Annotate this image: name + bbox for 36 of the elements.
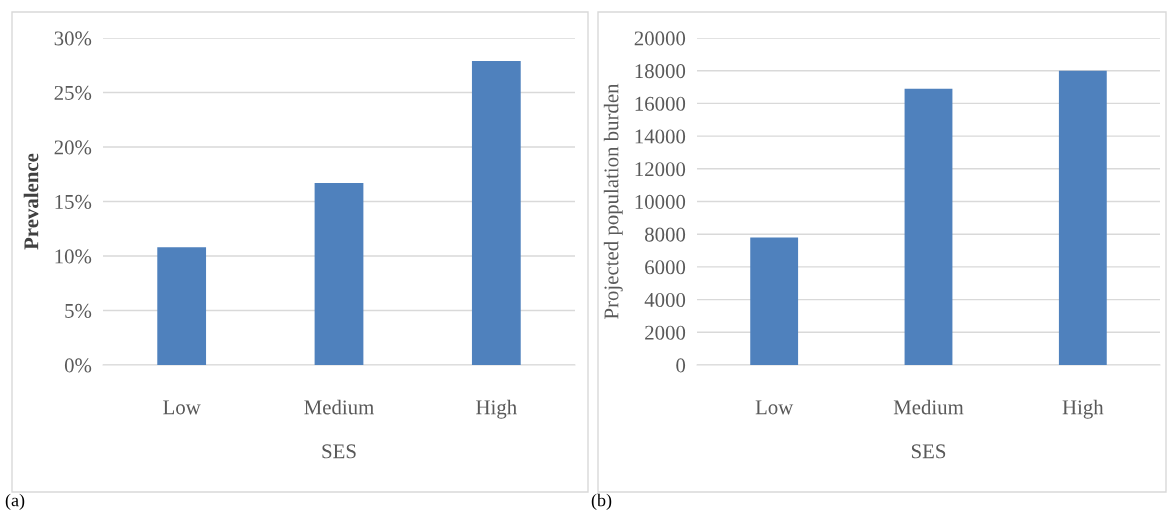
y-tick-label: 14000 [635, 129, 686, 144]
x-tick-label: High [1062, 399, 1104, 419]
x-tick-label: Low [755, 400, 794, 415]
x-tick-label: Medium [304, 399, 374, 415]
y-tick-label: 2000 [645, 325, 686, 340]
y-tick-label: 6000 [645, 260, 686, 275]
y-tick-label: 16000 [635, 96, 686, 111]
y-tick-label: 0% [64, 358, 92, 373]
y-tick-label: 15% [55, 194, 92, 209]
y-tick-label: 5% [65, 303, 92, 318]
y-tick-label: 25% [54, 85, 92, 100]
y-tick-label: 20% [54, 140, 92, 155]
y-tick-label: 10% [55, 249, 92, 264]
bar [750, 237, 799, 365]
y-tick-label: 30% [54, 31, 92, 46]
x-tick-label: High [476, 399, 517, 419]
y-tick-label: 18000 [635, 64, 686, 79]
x-tick-label: Medium [893, 399, 964, 415]
x-tick-label: Low [163, 400, 201, 415]
bar [157, 247, 207, 365]
y-axis-title: Prevalence [23, 153, 39, 250]
y-tick-label: 10000 [635, 194, 686, 209]
y-tick-label: 4000 [644, 292, 686, 308]
bar [471, 60, 521, 365]
bar [904, 88, 953, 365]
text: (b) [591, 493, 612, 510]
y-tick-label: 0 [676, 358, 686, 373]
y-tick-label: 20000 [634, 31, 686, 46]
y-tick-label: 12000 [635, 162, 686, 177]
bar [1058, 70, 1107, 365]
text: (a) [5, 493, 25, 510]
bar [314, 182, 364, 365]
y-axis-title: Projected population burden [603, 83, 623, 319]
x-axis-title: SES [322, 444, 356, 459]
x-axis-title: SES [911, 444, 946, 459]
y-tick-label: 8000 [645, 227, 686, 242]
